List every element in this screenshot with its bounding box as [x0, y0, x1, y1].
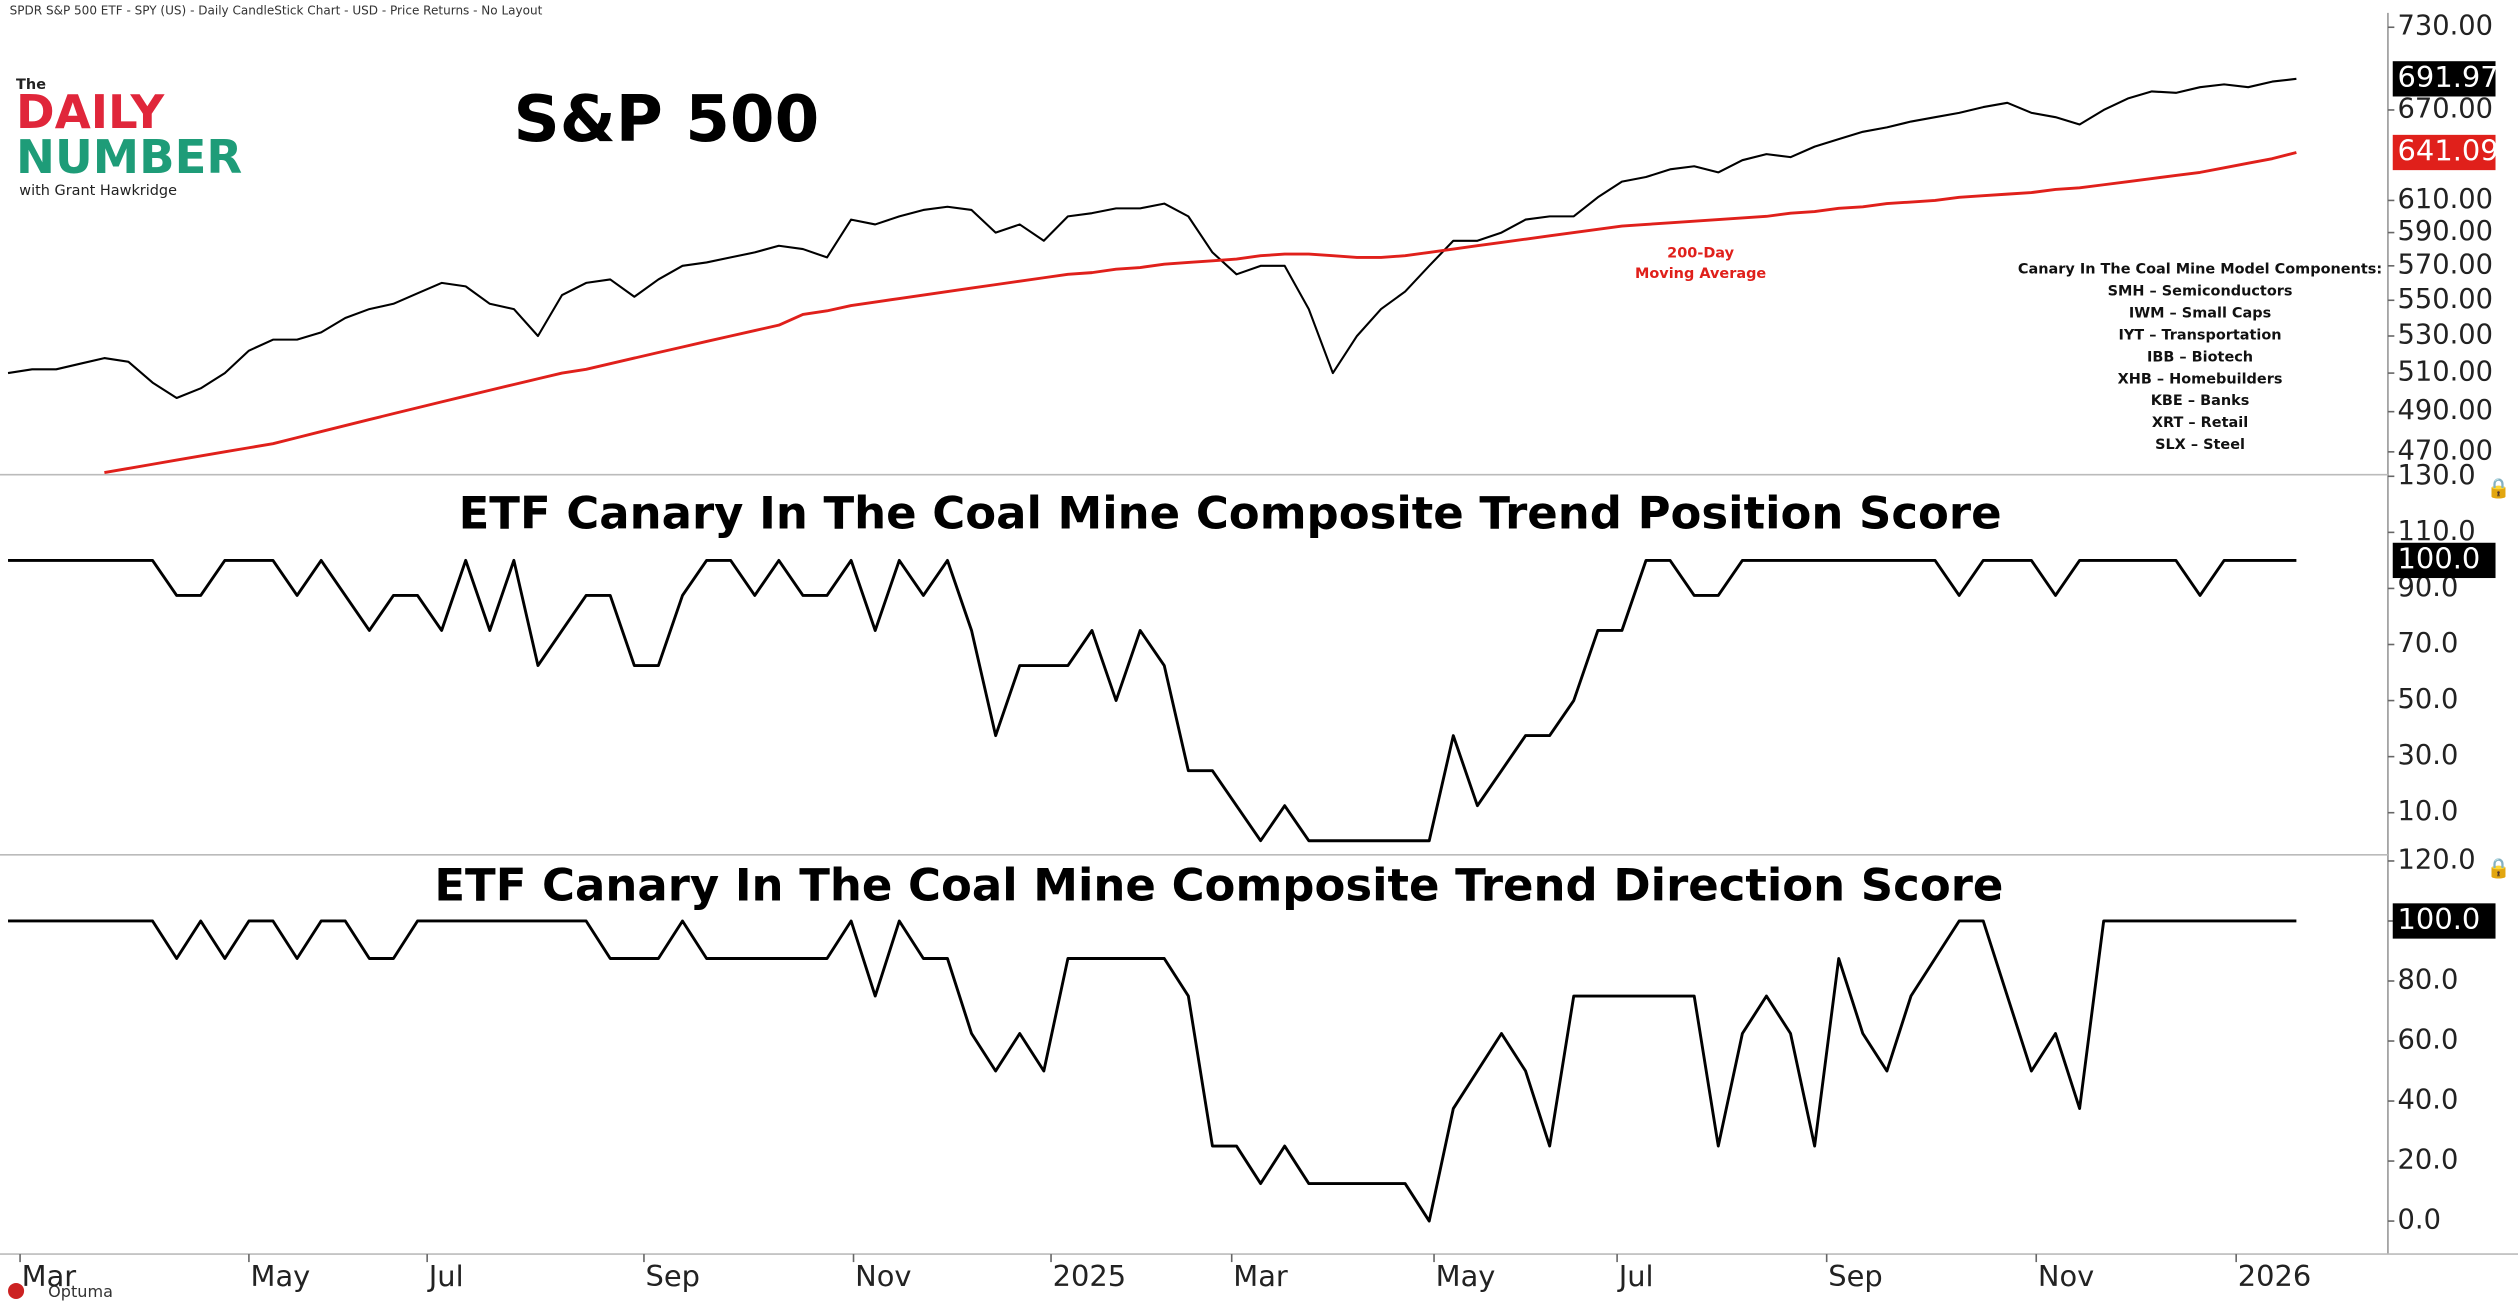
components-text: SMH – Semiconductors — [2108, 283, 2293, 299]
footer: Optuma — [48, 1282, 113, 1301]
footer-icon — [8, 1282, 25, 1299]
components-text: XRT – Retail — [2152, 415, 2248, 431]
y-tick-label: 550.00 — [2398, 284, 2493, 315]
last-value-label: 100.0 — [2398, 541, 2481, 575]
last-value-label: 641.09 — [2398, 134, 2499, 168]
y-tick-label: 670.00 — [2398, 93, 2493, 124]
x-tick-label: Jul — [427, 1259, 464, 1293]
x-tick-label: May — [251, 1259, 311, 1293]
last-value-box — [2392, 134, 2496, 171]
y-tick-label: 60.0 — [2398, 1025, 2459, 1056]
logo-top: The — [16, 77, 46, 93]
x-tick-label: Mar — [1233, 1259, 1288, 1293]
chart-title: S&P 500 — [514, 82, 820, 157]
y-tick-label: 510.00 — [2398, 357, 2493, 388]
x-tick-label: Nov — [2038, 1259, 2094, 1293]
logo-byline: with Grant Hawkridge — [19, 183, 177, 199]
annotation: Moving Average — [1635, 266, 1766, 282]
x-tick-label: Mar — [22, 1259, 77, 1293]
logo-line1: DAILY — [16, 85, 165, 139]
y-tick-label: 130.0 — [2398, 460, 2476, 491]
header: SPDR S&P 500 ETF - SPY (US) - Daily Cand… — [10, 4, 543, 18]
last-value-box — [2392, 542, 2496, 579]
x-tick-label: May — [1436, 1259, 1496, 1293]
last-value-box — [2392, 61, 2496, 97]
components-text: SLX – Steel — [2155, 437, 2245, 453]
components-text: IWM – Small Caps — [2129, 305, 2271, 321]
lock-icon[interactable]: 🔒 — [2487, 857, 2511, 880]
y-tick-label: 70.0 — [2398, 628, 2459, 659]
x-tick-label: 2025 — [1053, 1259, 1127, 1293]
x-tick-label: Sep — [646, 1259, 700, 1293]
y-tick-label: 730.00 — [2398, 11, 2493, 42]
y-tick-label: 610.00 — [2398, 184, 2493, 215]
x-tick-label: Jul — [1617, 1259, 1654, 1293]
series-line — [7, 77, 2297, 400]
lock-icon[interactable]: 🔒 — [2487, 477, 2511, 500]
x-tick-label: 2026 — [2238, 1259, 2312, 1293]
components-text: KBE – Banks — [2151, 393, 2250, 409]
y-tick-label: 50.0 — [2398, 684, 2459, 715]
chart-title: ETF Canary In The Coal Mine Composite Tr… — [459, 486, 2002, 539]
y-tick-label: 40.0 — [2398, 1085, 2459, 1116]
y-tick-label: 470.00 — [2398, 435, 2493, 466]
y-tick-label: 110.0 — [2398, 516, 2476, 547]
logo-line2: NUMBER — [16, 130, 242, 184]
y-tick-label: 30.0 — [2398, 740, 2459, 771]
series-line — [8, 919, 2297, 1223]
components-text: IYT – Transportation — [2118, 327, 2281, 343]
x-tick-label: Sep — [1828, 1259, 1882, 1293]
y-tick-label: 120.0 — [2398, 844, 2476, 875]
annotation: 200-Day — [1667, 245, 1734, 261]
y-tick-label: 590.00 — [2398, 216, 2493, 247]
y-tick-label: 490.00 — [2398, 395, 2493, 426]
last-value-label: 100.0 — [2398, 902, 2481, 936]
y-tick-label: 80.0 — [2398, 965, 2459, 996]
y-tick-label: 20.0 — [2398, 1145, 2459, 1176]
last-value-box — [2392, 903, 2496, 939]
chart-title: ETF Canary In The Coal Mine Composite Tr… — [434, 858, 2003, 911]
series-line — [104, 151, 2297, 475]
last-value-label: 691.97 — [2398, 60, 2499, 94]
x-tick-label: Nov — [855, 1259, 911, 1293]
series-line — [8, 558, 2297, 843]
components-text: XHB – Homebuilders — [2118, 371, 2283, 387]
components-text: IBB – Biotech — [2147, 349, 2253, 365]
y-tick-label: 530.00 — [2398, 320, 2493, 351]
y-tick-label: 10.0 — [2398, 796, 2459, 827]
components-text: Canary In The Coal Mine Model Components… — [2018, 261, 2382, 277]
y-tick-label: 570.00 — [2398, 249, 2493, 280]
y-tick-label: 0.0 — [2398, 1205, 2441, 1236]
